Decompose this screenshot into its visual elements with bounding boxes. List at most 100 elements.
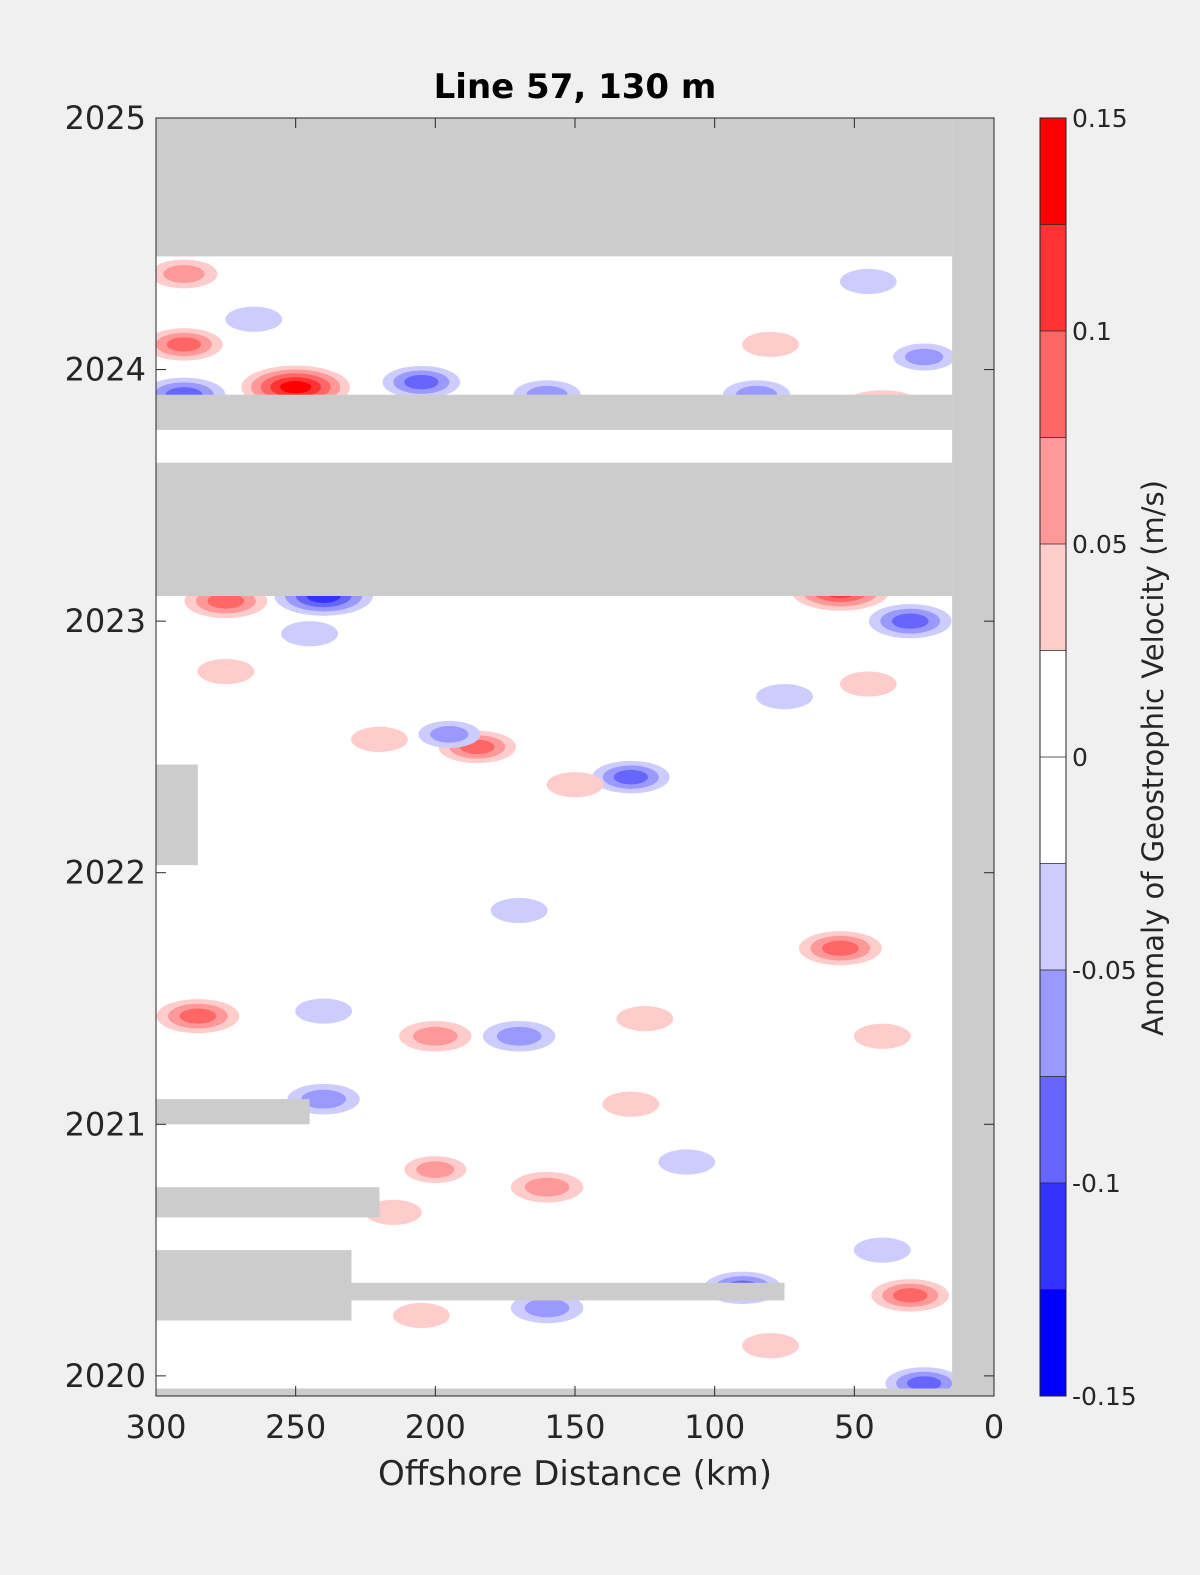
anomaly-contour-level xyxy=(351,726,408,752)
y-tick-label: 2022 xyxy=(65,854,146,892)
anomaly-blob xyxy=(510,1171,584,1203)
missing-data-region xyxy=(156,1250,352,1321)
colorbar-segment xyxy=(1040,1183,1066,1290)
colorbar-tick-label: 0.1 xyxy=(1072,317,1112,346)
anomaly-blob xyxy=(853,1237,911,1263)
anomaly-blob xyxy=(546,772,604,798)
colorbar-segment xyxy=(1040,1289,1066,1397)
colorbar-segment xyxy=(1040,437,1066,545)
anomaly-contour-level xyxy=(602,1091,660,1117)
anomaly-contour-level xyxy=(281,621,339,647)
anomaly-blob xyxy=(156,999,240,1034)
anomaly-blob xyxy=(742,331,799,358)
x-tick-label: 200 xyxy=(405,1408,466,1446)
anomaly-blob xyxy=(156,328,223,361)
colorbar-segment xyxy=(1040,1076,1066,1184)
anomaly-contour-level xyxy=(893,1288,928,1303)
anomaly-contour-level xyxy=(839,671,897,697)
anomaly-contour-level xyxy=(392,1302,450,1329)
missing-data-region xyxy=(156,118,953,257)
colorbar-segment xyxy=(1040,970,1066,1077)
anomaly-contour-level xyxy=(496,1026,542,1046)
anomaly-contour-level xyxy=(905,348,944,366)
anomaly-contour-level xyxy=(280,380,312,394)
anomaly-blob xyxy=(742,1333,799,1359)
x-tick-label: 150 xyxy=(544,1408,605,1446)
colorbar-segment xyxy=(1040,224,1066,332)
anomaly-contour-level xyxy=(197,658,255,685)
anomaly-blob xyxy=(839,268,897,295)
anomaly-blob xyxy=(871,1279,949,1312)
colorbar-tick-label: 0.15 xyxy=(1072,104,1128,133)
colorbar: 0.15 0.1 0.05 0 -0.05 -0.1 -0.15 xyxy=(1039,104,1137,1411)
colorbar-segment xyxy=(1040,650,1066,758)
colorbar-segment xyxy=(1040,118,1066,225)
missing-data-region xyxy=(156,1388,953,1396)
missing-data-region xyxy=(156,394,953,430)
anomaly-contour-level xyxy=(301,1089,346,1109)
anomaly-contour-level xyxy=(613,769,649,785)
anomaly-contour-level xyxy=(658,1149,716,1175)
anomaly-blob xyxy=(225,306,283,332)
anomaly-contour-level xyxy=(179,1008,217,1024)
anomaly-contour-level xyxy=(163,265,205,283)
anomaly-blob xyxy=(399,1020,472,1052)
anomaly-contour-level xyxy=(821,940,859,956)
x-axis: 300 250 200 150 100 50 0 xyxy=(125,118,1004,1446)
anomaly-contour-level xyxy=(524,1177,570,1197)
colorbar-tick-label: -0.15 xyxy=(1072,1382,1137,1411)
anomaly-blob xyxy=(197,658,255,685)
y-tick-label: 2025 xyxy=(65,99,146,137)
anomaly-contour-level xyxy=(616,1006,674,1032)
anomaly-blob xyxy=(616,1006,674,1032)
x-tick-label: 0 xyxy=(984,1408,1004,1446)
anomaly-blob xyxy=(798,931,882,966)
colorbar-segment xyxy=(1040,331,1066,438)
chart-title: Line 57, 130 m xyxy=(434,67,717,107)
anomaly-blob xyxy=(868,604,952,639)
anomaly-contour-level xyxy=(207,593,245,609)
anomaly-blob xyxy=(893,343,956,371)
anomaly-contour-level xyxy=(416,1161,455,1178)
colorbar-frame xyxy=(1039,117,1067,1397)
x-axis-label: Offshore Distance (km) xyxy=(378,1454,772,1494)
colorbar-tick-label: 0.05 xyxy=(1072,530,1128,559)
anomaly-blob xyxy=(602,1091,660,1117)
anomaly-blob xyxy=(592,760,670,794)
y-tick-label: 2024 xyxy=(65,351,146,389)
anomaly-blob xyxy=(295,998,352,1024)
missing-data-region xyxy=(156,1187,380,1218)
anomaly-contour-level xyxy=(430,726,469,743)
anomaly-blob xyxy=(490,897,548,924)
anomaly-contour-level xyxy=(413,1026,458,1046)
x-tick-label: 50 xyxy=(834,1408,875,1446)
colorbar-segment xyxy=(1040,544,1066,651)
anomaly-contour-level xyxy=(225,306,283,332)
anomaly-blob xyxy=(156,259,218,289)
anomaly-contour-level xyxy=(546,772,604,798)
x-tick-label: 250 xyxy=(265,1408,326,1446)
anomaly-blob xyxy=(418,720,481,748)
anomaly-blob xyxy=(853,1023,911,1049)
anomaly-contour-level xyxy=(404,374,439,390)
y-tick-label: 2023 xyxy=(65,602,146,640)
missing-data-region xyxy=(156,462,953,596)
anomaly-contour-level xyxy=(853,1023,911,1049)
anomaly-blob xyxy=(839,671,897,697)
anomaly-contour-level xyxy=(756,684,813,710)
y-tick-label: 2020 xyxy=(65,1357,146,1395)
anomaly-blob xyxy=(382,365,461,399)
anomaly-blob xyxy=(404,1156,467,1184)
colorbar-tick-label: -0.05 xyxy=(1072,956,1137,985)
x-tick-label: 100 xyxy=(684,1408,745,1446)
anomaly-contour-level xyxy=(839,268,897,295)
anomaly-blob xyxy=(756,684,813,710)
anomaly-contour-level xyxy=(166,337,202,352)
anomaly-blob xyxy=(392,1302,450,1329)
anomaly-blob xyxy=(482,1020,556,1052)
colorbar-segment xyxy=(1040,757,1066,864)
anomaly-contour-level xyxy=(891,613,929,629)
anomaly-contour-level xyxy=(524,1298,570,1318)
plot-area xyxy=(155,117,995,1397)
